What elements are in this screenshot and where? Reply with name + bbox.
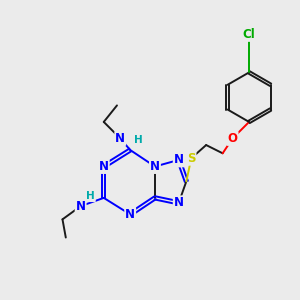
Text: N: N xyxy=(99,160,109,173)
Text: N: N xyxy=(150,160,160,173)
Text: H: H xyxy=(134,135,143,145)
Text: N: N xyxy=(115,132,125,145)
Text: H: H xyxy=(86,191,95,201)
Text: N: N xyxy=(125,208,135,221)
Text: N: N xyxy=(174,196,184,209)
Text: N: N xyxy=(76,200,85,213)
Text: Cl: Cl xyxy=(243,28,255,41)
Text: N: N xyxy=(174,153,184,167)
Text: S: S xyxy=(187,152,196,165)
Text: O: O xyxy=(228,132,238,145)
